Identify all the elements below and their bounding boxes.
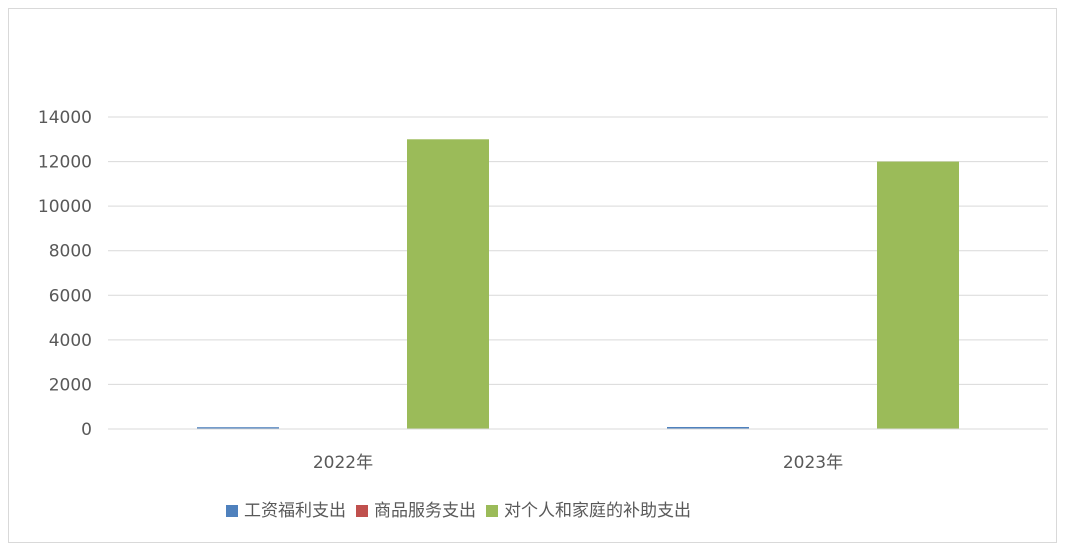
y-tick-label: 6000	[49, 286, 92, 306]
y-tick-label: 8000	[49, 242, 92, 262]
bar	[877, 161, 959, 430]
legend-label: 商品服务支出	[374, 501, 476, 521]
y-tick-label: 14000	[38, 108, 92, 128]
legend-swatch	[356, 505, 368, 517]
x-category-label: 2022年	[313, 453, 373, 473]
legend-swatch	[226, 505, 238, 517]
y-tick-label: 2000	[49, 375, 92, 395]
x-axis-categories: 2022年 2023年	[313, 453, 843, 473]
bars	[197, 139, 959, 430]
bar	[407, 139, 489, 430]
bar	[197, 427, 279, 429]
legend-swatch	[486, 505, 498, 517]
y-tick-label: 0	[81, 420, 92, 440]
legend-label: 对个人和家庭的补助支出	[504, 501, 691, 521]
y-tick-label: 10000	[38, 197, 92, 217]
legend: 工资福利支出 商品服务支出 对个人和家庭的补助支出	[226, 501, 691, 521]
y-tick-label: 4000	[49, 331, 92, 351]
y-tick-label: 12000	[38, 153, 92, 173]
x-category-label: 2023年	[783, 453, 843, 473]
legend-label: 工资福利支出	[244, 501, 346, 521]
bar	[667, 426, 749, 429]
y-axis-ticks: 0 2000 4000 6000 8000 10000 12000 14000	[38, 108, 92, 440]
